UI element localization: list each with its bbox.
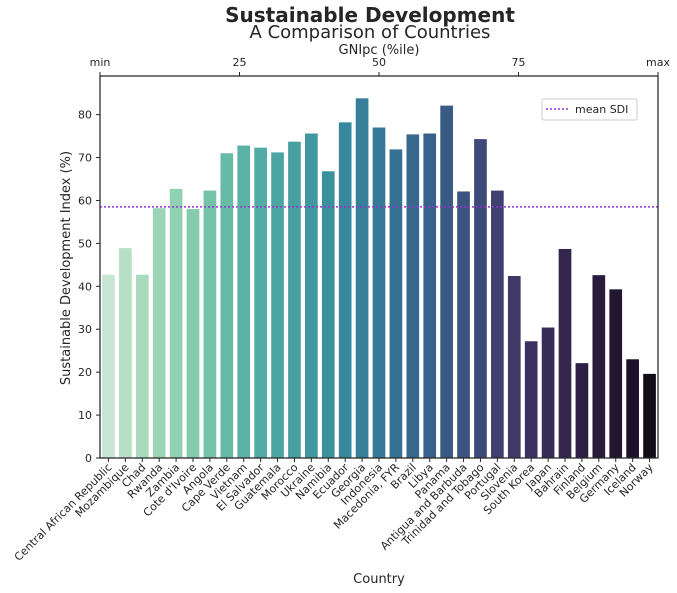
top-tick-label: max [646,56,670,69]
bar [575,363,589,458]
y-axis-label: Sustainable Development Index (%) [59,151,74,385]
bar [643,373,656,458]
bar [423,133,437,459]
chart-title: Sustainable Development [225,3,515,27]
bar [119,248,132,458]
bar [305,133,318,459]
x-tick-label: Central African Republic [12,461,115,564]
top-tick-label: 50 [372,56,386,69]
bar [406,134,420,458]
y-tick-label: 20 [78,366,92,379]
top-tick-label: 25 [233,56,247,69]
bar [457,191,470,458]
bar [558,248,572,458]
top-tick-label: 75 [512,56,526,69]
bar [541,327,555,458]
x-axis-tick-labels: Central African RepublicMozambiqueChadRw… [12,458,656,564]
bar [271,152,284,458]
bar [169,188,183,458]
y-tick-label: 30 [78,323,92,336]
top-axis: min 25 50 75 max [90,56,670,76]
bar [237,145,251,458]
bar [288,141,301,458]
bar [186,209,200,458]
y-tick-label: 60 [78,194,92,207]
legend-box [541,98,638,121]
y-axis: 0 10 20 30 40 50 60 70 80 [78,109,100,465]
y-tick-label: 70 [78,152,92,165]
bar [321,171,335,458]
y-tick-label: 40 [78,280,92,293]
bar [609,289,623,458]
chart-subtitle: A Comparison of Countries [250,22,491,43]
top-tick-label: min [90,56,111,69]
bar [135,274,149,458]
legend-label: mean SDI [575,103,628,116]
bar [474,139,487,459]
bar [440,105,453,459]
y-tick-label: 0 [85,452,92,465]
bar [355,98,369,459]
bar [254,147,267,458]
bars [102,98,656,459]
y-tick-label: 10 [78,409,92,422]
bar [102,274,115,458]
bar [220,153,234,458]
bar [524,341,538,458]
bar [592,275,606,458]
bar [372,127,386,458]
bar [152,208,166,458]
bar [203,190,217,458]
bar [389,149,403,458]
legend: mean SDI [541,98,638,121]
bar [507,276,521,458]
y-tick-label: 80 [78,109,92,122]
bar [491,190,504,458]
bar [626,359,639,458]
x-axis-label: Country [353,572,405,587]
top-axis-label: GNIpc (%ile) [339,43,420,58]
bar [338,122,352,459]
y-tick-label: 50 [78,237,92,250]
plot-frame [99,75,659,459]
